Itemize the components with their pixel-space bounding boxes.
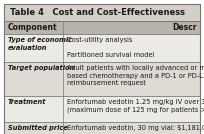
Text: Submitted price: Submitted price	[8, 125, 68, 131]
Text: Table 4   Cost and Cost-Effectiveness: Table 4 Cost and Cost-Effectiveness	[10, 8, 185, 17]
Text: Adult patients with locally advanced or metast-
based chemotherapy and a PD-1 or: Adult patients with locally advanced or …	[67, 65, 204, 86]
Bar	[4, 62, 200, 96]
Text: Type of economic
evaluation: Type of economic evaluation	[8, 37, 72, 51]
Text: Cost-utility analysis

Partitioned survival model: Cost-utility analysis Partitioned surviv…	[67, 37, 154, 58]
Bar	[4, 34, 200, 62]
Text: Target population: Target population	[8, 65, 74, 71]
Text: Descr: Descr	[173, 23, 197, 32]
Text: Treatment: Treatment	[8, 99, 46, 105]
Bar	[4, 96, 200, 122]
Text: Enfortumab vedotin 1.25 mg/kg IV over 30 mi
(maximum dose of 125 mg for patients: Enfortumab vedotin 1.25 mg/kg IV over 30…	[67, 99, 204, 113]
Bar	[4, 4, 200, 21]
Bar	[4, 122, 200, 134]
Text: Enfortumab vedotin, 30 mg vial: $1,181.00: Enfortumab vedotin, 30 mg vial: $1,181.0…	[67, 125, 204, 131]
Text: Component: Component	[8, 23, 58, 32]
Bar	[4, 21, 200, 34]
